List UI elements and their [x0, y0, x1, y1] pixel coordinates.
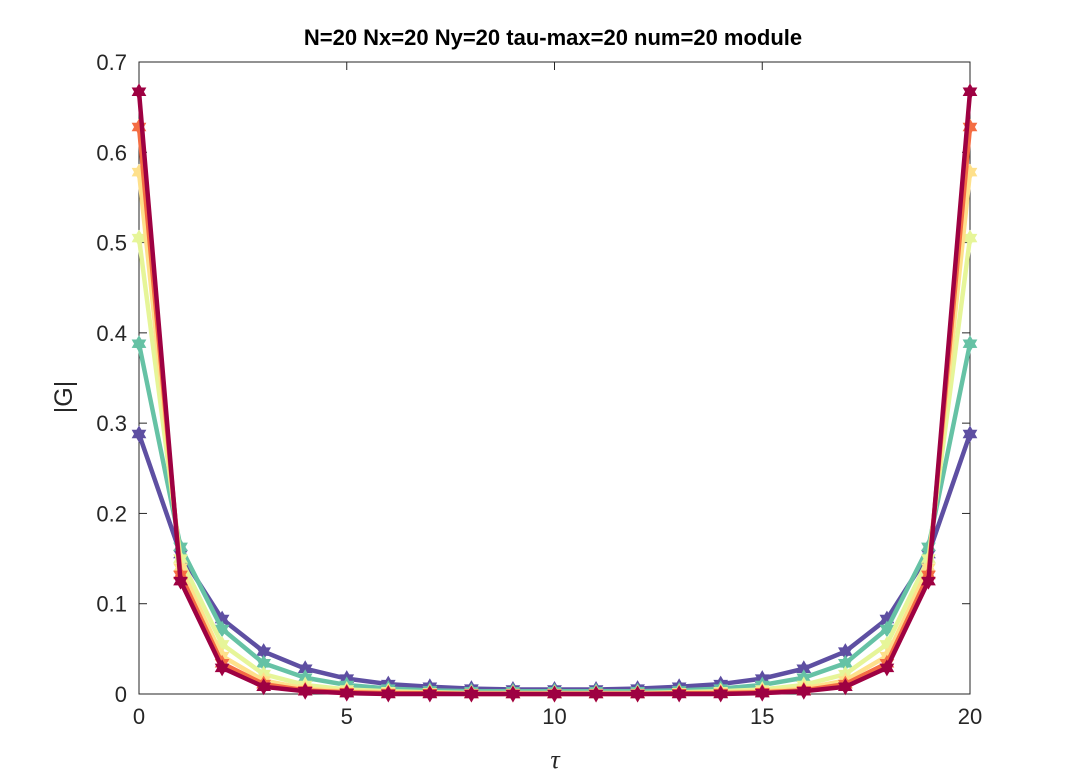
data-point-marker	[630, 685, 645, 703]
data-point-marker	[754, 684, 770, 702]
data-point-marker	[671, 685, 687, 703]
x-tick-label: 5	[341, 704, 353, 729]
x-tick-label: 20	[958, 704, 982, 729]
y-tick-label: 0	[115, 682, 127, 707]
data-point-marker	[173, 572, 188, 590]
y-tick-label: 0.1	[96, 592, 127, 617]
y-tick-label: 0.6	[96, 140, 127, 165]
data-point-marker	[380, 685, 396, 703]
data-point-marker	[837, 678, 853, 696]
chart-title: N=20 Nx=20 Ny=20 tau-max=20 num=20 modul…	[304, 25, 802, 50]
data-point-marker	[879, 659, 895, 677]
x-tick-label: 0	[133, 704, 145, 729]
data-point-marker	[796, 682, 812, 700]
data-point-marker	[547, 685, 562, 703]
x-axis-label: τ	[550, 745, 561, 774]
y-tick-label: 0.7	[96, 50, 127, 75]
data-point-marker	[256, 678, 272, 696]
data-point-marker	[962, 425, 978, 443]
x-tick-label: 10	[542, 704, 566, 729]
data-point-marker	[921, 572, 936, 590]
data-point-marker	[505, 685, 521, 703]
x-tick-label: 15	[750, 704, 774, 729]
data-point-marker	[422, 685, 438, 703]
data-point-marker	[464, 685, 479, 703]
data-point-marker	[339, 684, 355, 702]
y-tick-label: 0.5	[96, 231, 127, 256]
plot-area: 0 5 10 15 20 0 0.1 0.2 0.3 0.4 0.5 0.6 0.7	[96, 50, 982, 729]
data-point-marker	[214, 659, 230, 677]
series-6	[131, 83, 978, 703]
data-point-marker	[962, 335, 978, 353]
y-axis-label: |G|	[50, 381, 78, 413]
data-point-marker	[962, 83, 978, 101]
data-point-marker	[588, 685, 604, 703]
data-point-marker	[713, 685, 729, 703]
data-point-marker	[131, 335, 147, 353]
y-tick-label: 0.2	[96, 501, 127, 526]
y-tick-label: 0.4	[96, 321, 127, 346]
data-point-marker	[131, 425, 147, 443]
y-tick-label: 0.3	[96, 411, 127, 436]
data-point-marker	[297, 682, 313, 700]
data-point-marker	[131, 83, 147, 101]
